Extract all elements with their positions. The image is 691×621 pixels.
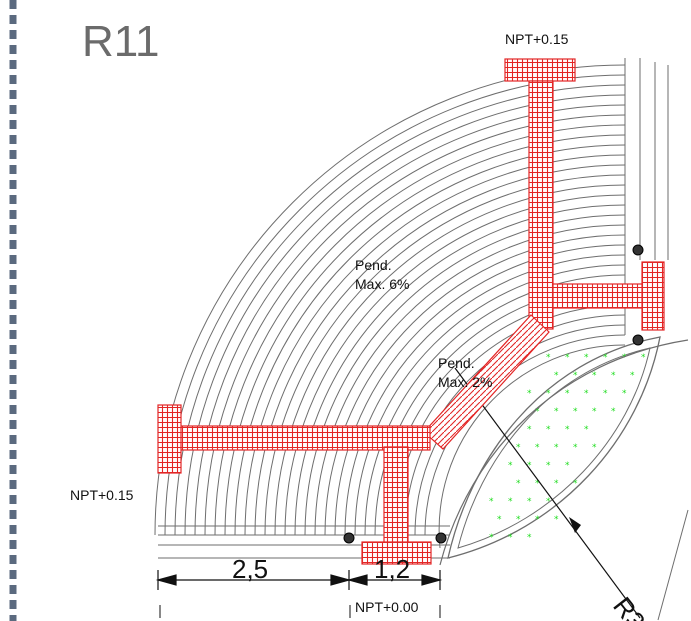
vegetation-mark: * [584, 353, 589, 363]
tactile-right-cap [641, 261, 665, 331]
vegetation-mark: * [516, 515, 521, 525]
vegetation-mark: * [546, 461, 551, 471]
tactile-vertical-upper [528, 80, 554, 330]
vegetation-mark: * [527, 389, 532, 399]
vegetation-mark: * [546, 353, 551, 363]
vegetation-mark: * [527, 461, 532, 471]
lens-planter: * * * * * ** * * * ** * * * * ** * * * ** * * ** * * * ** * * ** * * **… [447, 336, 661, 559]
tactile-bottom-cap [361, 541, 432, 565]
bollard-bottom-left [343, 532, 355, 544]
radius-label: R3 [607, 591, 651, 621]
tactile-horizontal-main [179, 425, 431, 451]
vegetation-mark: * [565, 353, 570, 363]
bollard-upper-right [632, 244, 644, 256]
tactile-left-cap [157, 404, 182, 474]
tactile-top-cap [504, 58, 576, 82]
vegetation-mark: * [554, 515, 559, 525]
vegetation-mark: * [489, 497, 494, 507]
vegetation-mark: * [611, 371, 616, 381]
ring-arc [364, 274, 626, 536]
bollards [343, 244, 644, 544]
vegetation-mark: * [592, 371, 597, 381]
vegetation-mark: * [592, 407, 597, 417]
tactile-path [157, 58, 665, 565]
edge-line [657, 509, 689, 621]
vegetation-mark: * [497, 515, 502, 525]
outer-planter-arc [439, 339, 689, 566]
vegetation-mark: * [565, 425, 570, 435]
slope-ramp-line2: Max. 2% [438, 374, 492, 390]
ring-arc [354, 264, 626, 536]
vegetation-mark: * [630, 371, 635, 381]
vegetation-mark: * [565, 461, 570, 471]
vegetation-mark: * [573, 479, 578, 489]
vegetation-mark: * [573, 443, 578, 453]
vegetation-mark: * [546, 389, 551, 399]
tactile-vertical-lower [383, 446, 409, 544]
vegetation-mark: * [508, 533, 513, 543]
ring-arc [324, 234, 626, 536]
vegetation-mark: * [554, 407, 559, 417]
slope-main-line1: Pend. [355, 257, 392, 273]
vegetation-mark: * [573, 407, 578, 417]
inner-arc [438, 344, 626, 549]
vegetation-mark: * [573, 371, 578, 381]
vegetation-mark: * [546, 425, 551, 435]
dimension-label-right: 1,2 [374, 554, 410, 584]
vegetation-mark: * [527, 533, 532, 543]
ring-arc [404, 314, 626, 536]
vegetation-mark: * [516, 479, 521, 489]
bollard-bottom-right [435, 532, 447, 544]
vegetation-mark: * [508, 461, 513, 471]
vegetation-mark: * [611, 407, 616, 417]
vegetation-mark: * [535, 515, 540, 525]
vegetation-mark: * [546, 497, 551, 507]
level-label-bottom: NPT+0.00 [355, 599, 419, 615]
dimension-lines [155, 570, 443, 618]
vegetation-mark: * [527, 497, 532, 507]
vegetation-mark: * [554, 479, 559, 489]
radius-dimension [454, 367, 641, 619]
vegetation-mark: * [603, 353, 608, 363]
slope-ramp-line1: Pend. [438, 355, 475, 371]
vegetation-mark: * [641, 353, 646, 363]
drawing-title: R11 [82, 17, 159, 66]
vegetation-mark: * [592, 443, 597, 453]
vegetation-mark: * [622, 353, 627, 363]
vegetation-mark: * [584, 389, 589, 399]
level-label-top: NPT+0.15 [505, 31, 569, 47]
vegetation-mark: * [565, 389, 570, 399]
vegetation-mark: * [535, 407, 540, 417]
vegetation-mark: * [554, 443, 559, 453]
vegetation-mark: * [584, 425, 589, 435]
vegetation-mark: * [508, 497, 513, 507]
ring-arc [334, 244, 626, 536]
vegetation-mark: * [535, 479, 540, 489]
vegetation-mark: * [527, 425, 532, 435]
tactile-right-branch [552, 283, 644, 309]
ring-arc [314, 224, 626, 536]
tactile-diagonal-ramp [423, 314, 550, 450]
vegetation-mark: * [622, 389, 627, 399]
slope-main-line2: Max. 6% [355, 276, 409, 292]
dimension-label-left: 2,5 [232, 554, 268, 584]
vegetation-mark: * [535, 443, 540, 453]
level-label-left: NPT+0.15 [70, 487, 134, 503]
vegetation-marks: * * * * * ** * * * ** * * * * ** * * * ** * * ** * * * ** * * ** * * **… [489, 353, 646, 543]
vegetation-mark: * [516, 443, 521, 453]
vegetation-mark: * [603, 389, 608, 399]
vegetation-mark: * [554, 371, 559, 381]
vegetation-mark: * [489, 533, 494, 543]
bollard-mid-right [632, 334, 644, 346]
ring-arc [344, 254, 626, 536]
